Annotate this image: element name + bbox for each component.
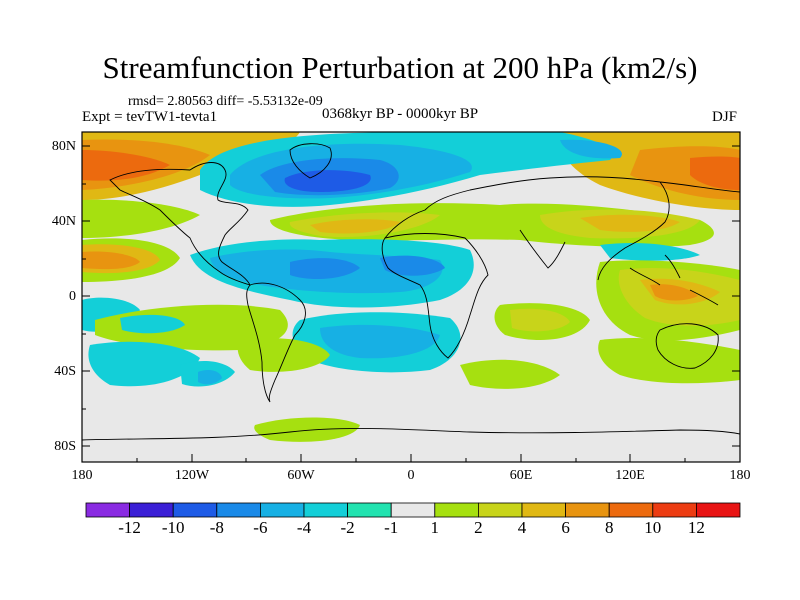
positive-region — [82, 251, 140, 270]
positive-region — [82, 199, 200, 238]
y-tick-label: 40S — [54, 364, 76, 379]
colorbar — [85, 502, 741, 518]
colorbar-swatch — [85, 502, 130, 518]
colorbar-swatch — [129, 502, 174, 518]
colorbar-label: -8 — [209, 518, 224, 537]
colorbar-swatch — [390, 502, 436, 518]
negative-region — [290, 258, 360, 280]
colorbar-swatch — [347, 502, 392, 518]
negative-region — [88, 341, 200, 387]
y-tick-label: 80N — [51, 139, 76, 154]
positive-region — [237, 338, 330, 372]
x-ticks — [81, 454, 741, 462]
coastline-asia-islands — [629, 254, 719, 306]
colorbar-label: 4 — [517, 518, 527, 537]
x-tick-label: 60E — [509, 468, 533, 483]
season-label: DJF — [712, 109, 738, 125]
coastline-eurasia — [384, 176, 740, 281]
colorbar-swatch — [303, 502, 348, 518]
positive-region — [460, 359, 560, 389]
positive-region — [254, 417, 360, 442]
negative-region — [380, 255, 445, 276]
colorbar-swatch — [521, 502, 566, 518]
colorbar-label: -4 — [296, 518, 312, 537]
colorbar-label: 2 — [474, 518, 483, 537]
x-tick-label: 180 — [729, 468, 751, 483]
coastline-north-america — [109, 162, 251, 286]
stats-text: rmsd= 2.80563 diff= -5.53132e-09 — [128, 94, 323, 109]
colorbar-swatch — [608, 502, 654, 518]
period-label: 0368kyr BP - 0000kyr BP — [322, 106, 479, 122]
colorbar-label: -12 — [118, 518, 141, 537]
x-tick-label: 120W — [174, 468, 210, 483]
plot-title: Streamfunction Perturbation at 200 hPa (… — [102, 50, 698, 85]
colorbar-swatch — [216, 502, 261, 518]
colorbar-swatch — [434, 502, 479, 518]
coastline-greenland — [289, 143, 332, 179]
colorbar-label: -6 — [253, 518, 268, 537]
negative-region — [560, 139, 622, 159]
coastline-australia — [655, 323, 719, 369]
x-tick-label: 120E — [615, 468, 645, 483]
positive-region — [598, 338, 740, 384]
x-tick-label: 180 — [71, 468, 93, 483]
y-tick-label: 0 — [69, 289, 76, 304]
y-ticks — [82, 145, 740, 447]
colorbar-label: 12 — [687, 518, 705, 537]
experiment-label: Expt = tevTW1-tevta1 — [82, 109, 218, 125]
colorbar-label: -2 — [340, 518, 355, 537]
y-tick-label: 40N — [51, 214, 76, 229]
negative-region — [120, 314, 185, 334]
coastlines — [82, 143, 740, 441]
positive-region — [580, 214, 680, 232]
positive-region-core — [82, 150, 170, 181]
colorbar-swatch — [696, 502, 741, 518]
colorbar-label: 6 — [561, 518, 570, 537]
y-tick-label: 80S — [54, 439, 76, 454]
colorbar-swatch — [259, 502, 305, 518]
positive-region-core — [690, 156, 740, 190]
colorbar-label: 10 — [644, 518, 662, 537]
colorbar-label: 1 — [430, 518, 440, 537]
colorbar-swatch — [565, 502, 610, 518]
coastline-antarctica — [82, 427, 740, 441]
negative-region — [600, 243, 700, 261]
x-tick-label: 60W — [287, 468, 315, 483]
colorbar-label: 8 — [604, 518, 614, 537]
colorbar-label: -1 — [384, 518, 399, 537]
positive-region — [650, 284, 698, 301]
streamfunction-field — [82, 132, 740, 462]
coastline-africa — [381, 233, 489, 359]
positive-region — [310, 219, 400, 234]
coastline-south-america — [246, 282, 306, 403]
negative-region — [320, 324, 440, 359]
colorbar-swatch — [172, 502, 218, 518]
colorbar-swatch — [477, 502, 523, 518]
negative-region — [198, 370, 222, 385]
colorbar-swatch — [652, 502, 697, 518]
positive-region — [510, 308, 570, 332]
x-tick-label: 0 — [407, 468, 415, 483]
colorbar-label: -10 — [161, 518, 185, 537]
